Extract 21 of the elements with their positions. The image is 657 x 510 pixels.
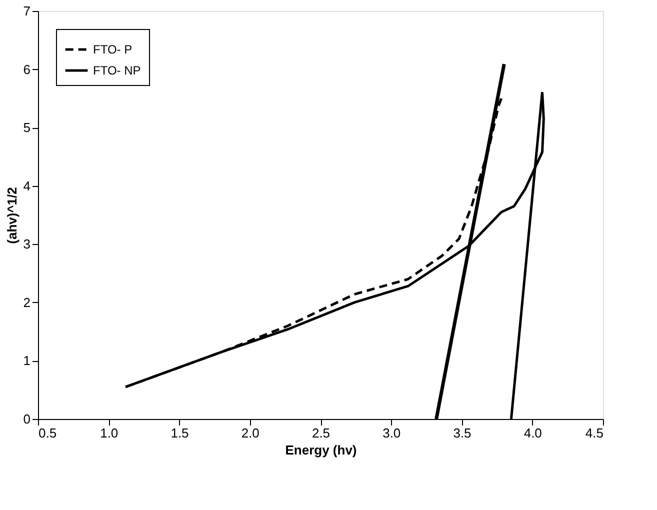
y-axis-title: (ahv)^1/2 (4, 187, 20, 244)
x-tick-label: 1.0 (100, 426, 118, 440)
y-tick-label: 1 (23, 353, 30, 368)
y-tick-label: 7 (23, 4, 30, 18)
y-tick-label: 6 (23, 62, 30, 77)
y-tick-label: 0 (23, 412, 30, 426)
x-tick-label: 4.0 (524, 426, 542, 440)
x-tick-label: 2.5 (312, 426, 330, 440)
legend-label: FTO- P (93, 42, 132, 56)
y-tick-label: 2 (23, 294, 30, 310)
x-tick-label: 2.0 (241, 426, 260, 440)
x-tick-label: 4.5 (585, 426, 604, 440)
x-tick-label: 3.0 (382, 426, 401, 440)
x-tick-label: 3.5 (453, 426, 472, 440)
x-tick-label: 0.5 (38, 426, 57, 440)
y-tick-label: 4 (23, 178, 30, 194)
y-tick-label: 5 (23, 120, 30, 136)
x-tick-label: 1.5 (170, 426, 189, 440)
y-tick-label: 3 (23, 236, 30, 252)
legend-label: FTO- NP (93, 64, 141, 78)
x-axis-title: Energy (hv) (285, 442, 357, 458)
